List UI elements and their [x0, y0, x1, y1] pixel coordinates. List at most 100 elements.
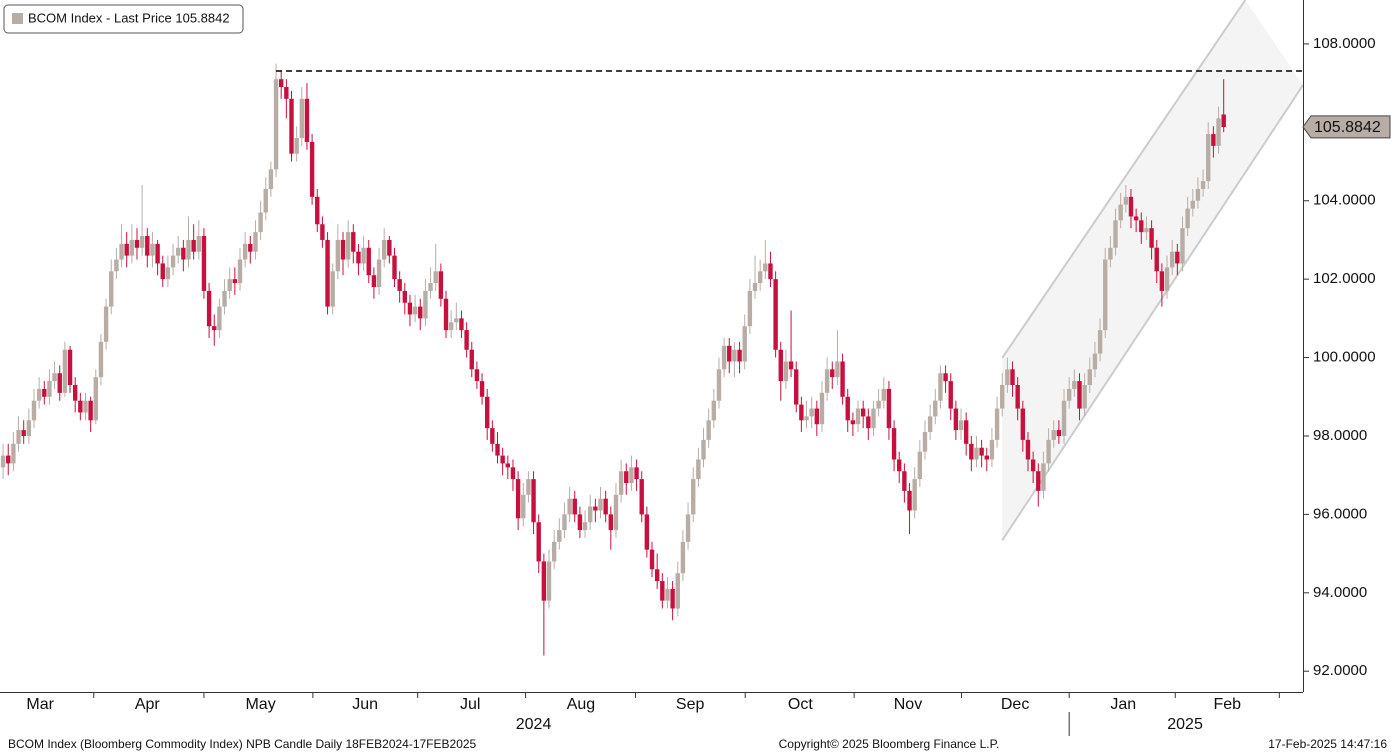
candle-body — [155, 243, 160, 264]
candle-body — [788, 361, 794, 370]
candle-body — [891, 428, 897, 460]
candle-body — [124, 243, 129, 256]
candle-body — [464, 330, 469, 350]
candle-body — [500, 455, 505, 464]
candle-body — [93, 377, 98, 421]
candle-body — [83, 400, 88, 413]
y-tick-label: 104.0000 — [1313, 192, 1376, 209]
candle-body — [268, 169, 274, 189]
candle-body — [1200, 181, 1206, 189]
candle-body — [902, 471, 907, 491]
candle-body — [253, 232, 258, 252]
candle-body — [0, 455, 6, 468]
candle-body — [1030, 459, 1036, 472]
candle-body — [36, 388, 42, 401]
candle-body — [222, 290, 227, 307]
candle-body — [1051, 430, 1056, 440]
candle-body — [701, 439, 706, 460]
candle-body — [433, 271, 438, 284]
candle-body — [62, 349, 68, 393]
candle-body — [387, 239, 392, 256]
candle-body — [1133, 216, 1139, 221]
candle-body — [850, 420, 856, 425]
candle-body — [727, 345, 732, 362]
legend-label: BCOM Index - Last Price 105.8842 — [28, 10, 230, 25]
year-label: 2024 — [516, 716, 552, 733]
x-tick-label: Aug — [567, 696, 595, 713]
candle-body — [778, 349, 783, 382]
candle-body — [742, 326, 747, 362]
candle-body — [1154, 247, 1159, 272]
candle-body — [598, 498, 603, 511]
candle-body — [227, 279, 232, 291]
x-tick-label: Jan — [1110, 696, 1136, 713]
y-tick-label: 92.0000 — [1313, 662, 1367, 679]
candle-body — [469, 349, 474, 370]
candle-body — [866, 416, 871, 429]
candle-body — [634, 467, 639, 480]
candle-body — [938, 373, 943, 401]
candle-body — [356, 251, 361, 264]
candle-body — [1206, 134, 1211, 182]
y-tick-label: 98.0000 — [1313, 427, 1367, 444]
candle-body — [1036, 471, 1041, 491]
candle-body — [1061, 400, 1067, 436]
candle-body — [423, 290, 428, 319]
candle-body — [649, 549, 655, 570]
candle-body — [1113, 220, 1118, 248]
candle-body — [366, 247, 371, 276]
candle-body — [160, 263, 165, 280]
candle-body — [315, 196, 320, 225]
candle-body — [871, 408, 876, 429]
candle-body — [454, 318, 459, 323]
candle-body — [613, 494, 619, 531]
channel-lower — [1001, 84, 1303, 541]
x-tick-label: Apr — [135, 696, 161, 713]
candle-body — [376, 259, 382, 287]
x-tick-label: Mar — [26, 696, 54, 713]
last-price-label: 105.8842 — [1314, 119, 1381, 136]
x-tick-label: Sep — [676, 696, 705, 713]
candle-body — [273, 79, 279, 170]
candle-body — [129, 239, 135, 256]
last-price-tag — [1302, 115, 1391, 139]
candle-body — [309, 141, 315, 197]
candle-body — [979, 447, 984, 456]
candle-body — [1077, 381, 1082, 409]
footer-right: 17-Feb-2025 14:47:16 — [1268, 737, 1387, 751]
candle-body — [52, 373, 57, 382]
candle-body — [181, 247, 186, 260]
candle-body — [963, 420, 969, 444]
candle-body — [325, 239, 330, 307]
year-label: 2025 — [1167, 716, 1203, 733]
candle-body — [1123, 196, 1129, 205]
candle-body — [639, 479, 644, 515]
candle-body — [1000, 385, 1005, 409]
candle-body — [696, 459, 701, 480]
candle-body — [186, 239, 191, 260]
candle-body — [541, 561, 547, 601]
candle-body — [1010, 369, 1015, 386]
candle-body — [665, 588, 670, 601]
candle-body — [860, 408, 866, 417]
candle-body — [248, 243, 253, 252]
candle-body — [11, 443, 16, 464]
candle-body — [114, 259, 119, 272]
candle-body — [1211, 134, 1216, 146]
candle-body — [886, 388, 892, 429]
candle-body — [345, 232, 351, 260]
candle-body — [691, 479, 696, 515]
candle-body — [711, 400, 717, 421]
candle-body — [819, 392, 825, 425]
candle-body — [804, 416, 809, 421]
candle-body — [397, 279, 402, 291]
candle-body — [809, 408, 814, 417]
candle-body — [485, 396, 490, 429]
candle-body — [438, 271, 444, 299]
candle-body — [1025, 439, 1031, 460]
candle-body — [279, 79, 284, 88]
candle-body — [428, 283, 433, 291]
candle-body — [206, 290, 212, 327]
candle-body — [531, 479, 536, 523]
candle-body — [1139, 220, 1144, 233]
